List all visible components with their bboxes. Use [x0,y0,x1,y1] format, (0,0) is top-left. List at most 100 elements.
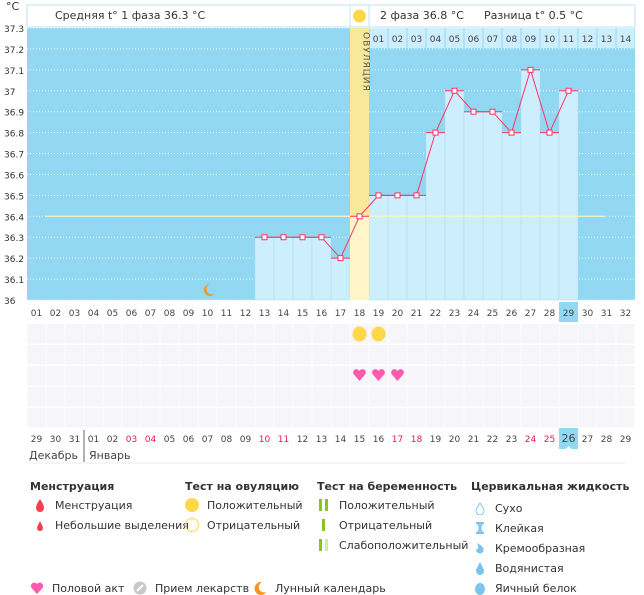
legend-cervical-dry: Сухо [473,501,522,516]
symptom-cell [388,408,407,428]
symptom-cell [179,366,198,386]
temperature-bar [292,236,313,301]
calendar-date-label: 11 [278,435,289,445]
symptom-cell [426,366,445,386]
cycle-day-label: 10 [202,309,214,319]
phase2-day-cell [616,28,635,48]
symptom-cell [483,345,502,365]
phase2-day-cell [369,28,388,48]
symptom-cell [255,345,274,365]
temperature-point [489,108,496,115]
y-tick-label: 37.3 [4,25,24,35]
symptom-cell [350,408,369,428]
legend-label: Прием лекарств [155,581,250,595]
symptom-cell [141,366,160,386]
symptom-cell [369,345,388,365]
symptom-cell [217,387,236,407]
symptom-cell [540,366,559,386]
calendar-date-label: 27 [582,435,593,445]
legend-intercourse: Половой акт [30,581,124,595]
calendar-date-label: 07 [202,435,213,445]
calendar-date-label: 14 [335,435,347,445]
calendar-date-label: 06 [183,435,195,445]
symptom-cell [236,408,255,428]
symptom-cell [597,408,616,428]
cycle-day-label: 24 [468,309,480,319]
phase2-day-cell [521,28,540,48]
y-tick-label: 36 [4,297,16,307]
temperature-bar [558,90,579,301]
temperature-point [375,192,382,199]
phase2-day-label: 12 [582,35,593,45]
ovulation-test-positive-icon [371,326,386,342]
cycle-day-label: 02 [50,309,61,319]
symptom-cell [521,345,540,365]
temperature-point [280,234,287,241]
phase2-day-cell [407,28,426,48]
symptom-cell [160,387,179,407]
symptom-cell [464,366,483,386]
legend-label: Водянистая [495,561,564,575]
symptom-cell [46,387,65,407]
symptom-cell [407,387,426,407]
calendar-date-label: 20 [449,435,461,445]
cycle-day-label: 18 [354,309,366,319]
temperature-point [546,129,553,136]
phase2-day-label: 10 [544,35,556,45]
outline-drop-icon [473,501,487,516]
symptom-cell [388,324,407,344]
ovulation-sun-icon [353,9,366,23]
symptom-cell [521,408,540,428]
water-drop-icon [473,561,487,575]
heart-icon [30,581,44,595]
symptom-cell [407,408,426,428]
symptom-cell [483,366,502,386]
legend-pregnancy-weak: Слабоположительный [317,538,468,552]
temperature-point [432,129,439,136]
symptom-cell [616,324,635,344]
filled-circle-icon [185,498,199,512]
legend-label: Положительный [339,498,435,512]
temperature-point [394,192,401,199]
symptom-cell [217,345,236,365]
symptom-cell [46,324,65,344]
cycle-day-label: 19 [373,309,385,319]
symptom-cell [84,387,103,407]
symptom-cell [46,408,65,428]
cycle-day-label: 28 [544,309,556,319]
calendar-date-label: 18 [411,435,423,445]
legend-label: Положительный [207,498,303,512]
symptom-cell [27,324,46,344]
symptom-cell [502,324,521,344]
y-tick-label: 36.4 [4,213,24,223]
cycle-day-label: 27 [525,309,536,319]
symptom-cell [464,345,483,365]
cycle-day-label: 04 [88,309,100,319]
cycle-day-label: 16 [316,309,328,319]
one-stripe-icon [317,518,331,532]
cycle-day-label: 25 [487,309,498,319]
symptom-cell [179,387,198,407]
calendar-date-label: 05 [164,435,175,445]
cycle-day-label: 31 [601,309,612,319]
symptom-cell [65,345,84,365]
symptom-cell [274,345,293,365]
legend-cervical-eggwhite: Яичный белок [473,581,577,595]
phase2-day-label: 06 [468,35,480,45]
y-tick-label: 36.6 [4,171,24,181]
symptom-cell [445,345,464,365]
temperature-point [261,234,268,241]
legend-label: Яичный белок [495,581,577,595]
calendar-date-label: 30 [50,435,62,445]
symptom-cell [293,366,312,386]
symptom-cell [198,324,217,344]
symptom-cell [274,408,293,428]
symptom-cell [521,366,540,386]
symptom-cell [331,408,350,428]
symptom-cell [198,387,217,407]
symptom-cell [255,408,274,428]
symptom-cell [521,324,540,344]
symptom-cell [616,408,635,428]
symptom-cell [445,408,464,428]
faint-stripes-icon [317,538,331,552]
